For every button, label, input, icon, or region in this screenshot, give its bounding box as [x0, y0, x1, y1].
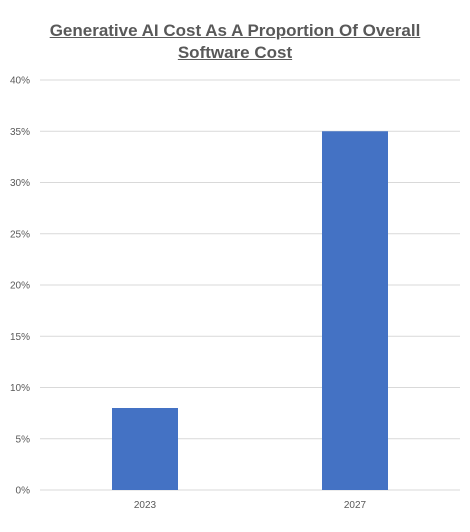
y-tick-label: 25% — [10, 229, 30, 240]
bar-2027 — [322, 131, 388, 490]
chart-title: Generative AI Cost As A Proportion Of Ov… — [0, 20, 470, 64]
x-tick-label: 2027 — [344, 500, 367, 511]
gridlines — [40, 79, 460, 491]
y-tick-label: 30% — [10, 178, 30, 189]
y-tick-label: 15% — [10, 332, 30, 343]
y-axis-labels: 0% 5% 10% 15% 20% 25% 30% 35% 40% — [10, 76, 30, 497]
y-tick-label: 5% — [16, 434, 31, 445]
chart-title-line-2: Software Cost — [177, 43, 293, 62]
bar-2023 — [112, 408, 178, 490]
y-tick-label: 0% — [16, 486, 31, 497]
chart-title-line-1: Generative AI Cost As A Proportion Of Ov… — [49, 21, 421, 40]
y-tick-label: 20% — [10, 281, 30, 292]
y-tick-label: 10% — [10, 383, 30, 394]
y-tick-label: 35% — [10, 127, 30, 138]
y-tick-label: 40% — [10, 76, 30, 87]
x-tick-label: 2023 — [134, 500, 157, 511]
bars — [112, 131, 388, 490]
x-axis-labels: 2023 2027 — [134, 500, 367, 511]
